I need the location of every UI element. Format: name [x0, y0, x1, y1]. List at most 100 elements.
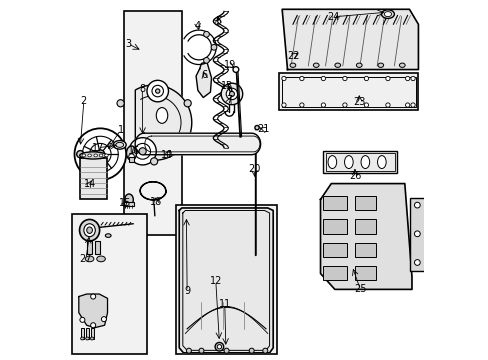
Polygon shape — [135, 85, 191, 160]
Ellipse shape — [101, 317, 106, 321]
Ellipse shape — [90, 323, 96, 328]
Ellipse shape — [128, 154, 134, 159]
Ellipse shape — [81, 337, 84, 340]
Ellipse shape — [342, 76, 346, 81]
Text: 11: 11 — [218, 299, 230, 309]
Bar — [354, 266, 375, 280]
Polygon shape — [135, 133, 260, 155]
Ellipse shape — [139, 148, 146, 155]
Ellipse shape — [183, 100, 191, 107]
Ellipse shape — [321, 76, 325, 81]
Ellipse shape — [74, 129, 126, 180]
Ellipse shape — [299, 76, 304, 81]
Text: 10: 10 — [161, 150, 173, 160]
Ellipse shape — [85, 337, 89, 340]
Polygon shape — [282, 9, 418, 69]
Ellipse shape — [410, 103, 414, 107]
Bar — [323, 220, 346, 234]
Ellipse shape — [414, 260, 419, 265]
Text: 20: 20 — [248, 164, 260, 174]
Ellipse shape — [281, 76, 285, 81]
Ellipse shape — [215, 342, 223, 351]
Ellipse shape — [217, 345, 221, 349]
Ellipse shape — [414, 202, 419, 208]
Ellipse shape — [364, 103, 368, 107]
Text: 3: 3 — [124, 39, 131, 49]
Text: 5: 5 — [215, 17, 221, 27]
Ellipse shape — [377, 63, 383, 67]
Ellipse shape — [360, 156, 369, 168]
Text: 23: 23 — [352, 97, 365, 107]
Ellipse shape — [82, 136, 118, 172]
Ellipse shape — [344, 156, 352, 168]
Bar — [325, 153, 394, 171]
Text: 14: 14 — [83, 179, 96, 189]
Ellipse shape — [281, 103, 285, 107]
Bar — [354, 196, 375, 211]
Ellipse shape — [405, 103, 409, 107]
Ellipse shape — [105, 234, 111, 237]
Text: 16: 16 — [128, 145, 140, 156]
Text: 24: 24 — [326, 12, 339, 22]
Bar — [80, 158, 106, 199]
Ellipse shape — [356, 63, 362, 67]
Bar — [323, 151, 396, 173]
Bar — [278, 73, 418, 110]
Ellipse shape — [152, 85, 163, 97]
Ellipse shape — [156, 108, 167, 123]
Ellipse shape — [83, 224, 95, 237]
Ellipse shape — [313, 63, 319, 67]
Ellipse shape — [414, 231, 419, 237]
Ellipse shape — [86, 227, 92, 233]
Ellipse shape — [262, 348, 267, 353]
Ellipse shape — [80, 318, 85, 322]
Ellipse shape — [233, 67, 238, 72]
Ellipse shape — [211, 44, 217, 50]
Ellipse shape — [203, 31, 209, 37]
Text: 27: 27 — [80, 254, 92, 264]
Bar — [176, 205, 276, 354]
Bar — [86, 328, 89, 338]
Bar — [124, 202, 133, 206]
Bar — [323, 266, 346, 280]
Text: 2: 2 — [81, 96, 87, 106]
Ellipse shape — [199, 348, 203, 353]
Ellipse shape — [221, 83, 242, 105]
Text: 9: 9 — [183, 286, 190, 296]
Bar — [124, 11, 182, 234]
Text: 25: 25 — [353, 284, 366, 294]
Text: 8: 8 — [139, 84, 145, 94]
Bar — [281, 77, 415, 107]
Ellipse shape — [113, 140, 126, 149]
Bar — [94, 241, 100, 253]
Text: 7: 7 — [226, 95, 232, 105]
Ellipse shape — [334, 63, 340, 67]
Ellipse shape — [186, 348, 191, 353]
Ellipse shape — [405, 76, 409, 81]
Bar — [129, 157, 134, 162]
Ellipse shape — [80, 152, 106, 159]
Ellipse shape — [321, 103, 325, 107]
Ellipse shape — [94, 154, 97, 157]
Ellipse shape — [116, 142, 123, 147]
Text: 17: 17 — [92, 143, 104, 153]
Bar — [86, 241, 92, 253]
Bar — [354, 220, 375, 234]
Polygon shape — [179, 208, 273, 353]
Ellipse shape — [126, 146, 136, 160]
Ellipse shape — [385, 103, 389, 107]
Ellipse shape — [385, 76, 389, 81]
Ellipse shape — [342, 103, 346, 107]
Bar — [72, 215, 147, 354]
Text: 1: 1 — [118, 125, 123, 135]
Ellipse shape — [90, 337, 94, 340]
Ellipse shape — [399, 63, 405, 67]
Ellipse shape — [224, 348, 228, 353]
Bar — [81, 328, 83, 338]
Ellipse shape — [147, 80, 168, 102]
Ellipse shape — [203, 58, 209, 63]
Ellipse shape — [410, 76, 414, 81]
Text: 12: 12 — [209, 276, 222, 286]
Ellipse shape — [85, 256, 94, 262]
Ellipse shape — [226, 88, 237, 100]
